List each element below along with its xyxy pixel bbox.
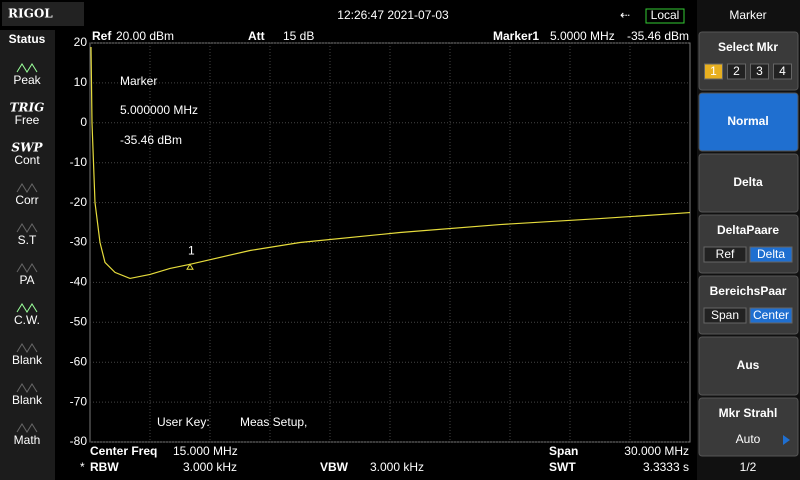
menu-button[interactable] xyxy=(698,397,799,457)
status-icon xyxy=(16,423,38,433)
status-item-label: Blank xyxy=(12,353,43,367)
bottom-info: VBW xyxy=(320,460,349,474)
logo: RIGOL xyxy=(8,7,53,21)
user-key: User Key: xyxy=(157,415,210,429)
status-item-label: C.W. xyxy=(14,313,40,327)
menu-option-box[interactable] xyxy=(773,63,792,80)
top-info: 5.0000 MHz xyxy=(550,29,615,43)
y-tick-label: -80 xyxy=(70,434,88,448)
status-icon xyxy=(16,63,38,73)
mode-box xyxy=(645,8,685,24)
menu-option: Span xyxy=(711,308,739,322)
bottom-info: Span xyxy=(549,444,578,458)
bottom-info: 3.000 kHz xyxy=(183,460,237,474)
menu-option-box[interactable] xyxy=(703,307,747,324)
menu-option: 4 xyxy=(779,64,786,78)
marker-point xyxy=(186,263,194,270)
top-info: Att xyxy=(248,29,265,43)
overlay-title: Marker xyxy=(120,74,157,88)
y-tick-label: -60 xyxy=(70,354,88,368)
menu-button[interactable] xyxy=(698,153,799,213)
status-item-title: TRIG xyxy=(10,101,45,115)
menu-button-label: BereichsPaar xyxy=(710,284,787,298)
status-item-title: SWP xyxy=(11,141,43,155)
status-item-label: Peak xyxy=(13,73,41,87)
y-tick-label: 20 xyxy=(74,35,88,49)
menu-sub: Auto xyxy=(736,432,761,446)
trace xyxy=(90,46,691,280)
status-item-label: PA xyxy=(19,273,34,287)
top-info: 15 dB xyxy=(283,29,314,43)
bottom-info: SWT xyxy=(549,460,576,474)
status-icon xyxy=(16,383,38,393)
menu-button-label: Delta xyxy=(733,175,763,189)
status-panel xyxy=(0,30,55,480)
bottom-info: 30.000 MHz xyxy=(624,444,689,458)
usb-icon: ⇠ xyxy=(620,8,630,22)
menu-option: Ref xyxy=(716,247,735,261)
menu-button-label: DeltaPaare xyxy=(717,223,779,237)
y-tick-label: -40 xyxy=(70,275,88,289)
menu-button-label: Select Mkr xyxy=(718,40,778,54)
bottom-info: RBW xyxy=(90,460,119,474)
menu-option: Delta xyxy=(757,247,785,261)
y-tick-label: -50 xyxy=(70,314,88,328)
y-tick-label: -10 xyxy=(70,155,88,169)
overlay-freq: 5.000000 MHz xyxy=(120,103,198,117)
status-icon xyxy=(16,343,38,353)
menu-option: 1 xyxy=(710,64,717,78)
menu-button-label: Normal xyxy=(727,114,768,128)
menu-arrow xyxy=(783,435,790,445)
y-tick-label: -70 xyxy=(70,394,88,408)
menu-option-box[interactable] xyxy=(703,246,747,263)
overlay-level: -35.46 dBm xyxy=(120,133,182,147)
menu-option-box[interactable] xyxy=(749,307,793,324)
bottom-info: 3.000 kHz xyxy=(370,460,424,474)
menu-option-box[interactable] xyxy=(727,63,746,80)
bottom-info: 15.000 MHz xyxy=(173,444,238,458)
menu-button-label: Aus xyxy=(737,358,760,372)
menu-option: Center xyxy=(753,308,789,322)
status-item-label: Cont xyxy=(14,153,40,167)
y-tick-label: -30 xyxy=(70,235,88,249)
menu-button[interactable] xyxy=(698,336,799,396)
status-item-label: Free xyxy=(15,113,40,127)
top-info: -35.46 dBm xyxy=(627,29,689,43)
status-icon xyxy=(16,223,38,233)
y-tick-label: 0 xyxy=(80,115,87,129)
status-item-label: Blank xyxy=(12,393,43,407)
menu-button-label: Mkr Strahl xyxy=(719,406,778,420)
menu-page: 1/2 xyxy=(740,460,757,474)
status-title: Status xyxy=(9,32,46,46)
datetime: 12:26:47 2021-07-03 xyxy=(337,8,449,22)
top-info: Ref xyxy=(92,29,112,43)
menu-option: 3 xyxy=(756,64,763,78)
menu-title: Marker xyxy=(729,8,766,22)
logo-box xyxy=(2,2,84,26)
user-key-value: Meas Setup, xyxy=(240,415,307,429)
header-bar xyxy=(0,0,697,30)
bottom-info: Center Freq xyxy=(90,444,157,458)
status-item-label: S.T xyxy=(18,233,37,247)
menu-option: 2 xyxy=(733,64,740,78)
bottom-info: 3.3333 s xyxy=(643,460,689,474)
top-info: 20.00 dBm xyxy=(116,29,174,43)
menu-option-box[interactable] xyxy=(704,63,723,80)
status-item-label: Corr xyxy=(15,193,38,207)
mode: Local xyxy=(651,8,680,22)
marker-number: 1 xyxy=(188,243,195,257)
top-info: Marker1 xyxy=(493,29,539,43)
y-tick-label: 10 xyxy=(74,75,88,89)
menu-option-box[interactable] xyxy=(750,63,769,80)
menu-option-box[interactable] xyxy=(749,246,793,263)
y-tick-label: -20 xyxy=(70,195,88,209)
menu-button[interactable] xyxy=(698,92,799,152)
bottom-info: * xyxy=(80,460,85,474)
status-icon xyxy=(16,263,38,273)
status-icon xyxy=(16,303,38,313)
status-icon xyxy=(16,183,38,193)
status-item-label: Math xyxy=(14,433,41,447)
